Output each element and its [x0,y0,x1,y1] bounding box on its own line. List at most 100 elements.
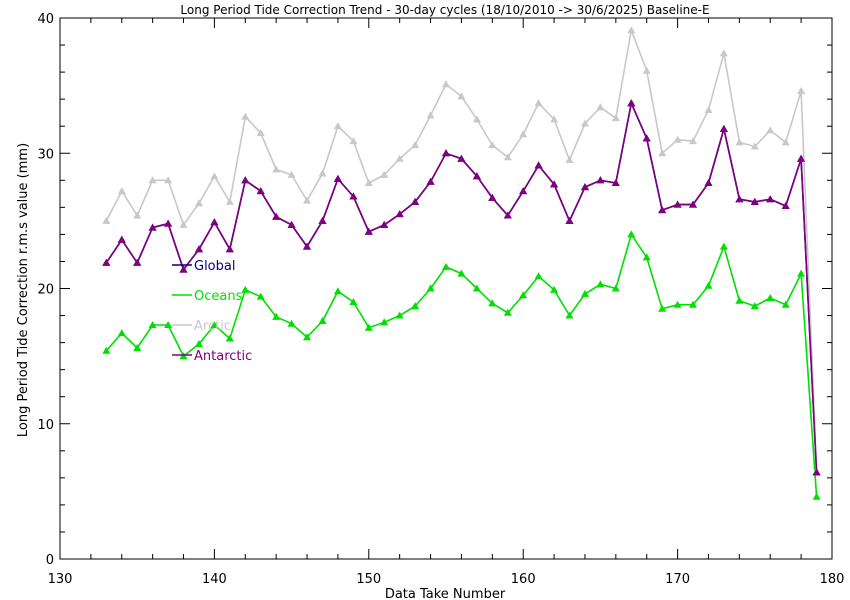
data-point-antarctic [565,216,574,224]
data-point-arctic [442,80,450,88]
data-point-antarctic [704,179,713,186]
x-axis-label: Data Take Number [385,587,506,600]
data-point-antarctic [256,187,265,195]
x-tick-label: 180 [820,572,845,587]
data-point-oceans [581,289,589,297]
y-tick-label: 30 [37,147,54,162]
data-point-oceans [225,334,234,342]
legend-entry-oceans: Oceans [194,289,243,304]
data-point-oceans [210,321,219,328]
data-point-arctic [380,170,389,178]
data-point-oceans [256,292,265,300]
data-point-arctic [333,122,342,130]
data-point-arctic [689,137,697,145]
data-point-oceans [658,304,667,312]
data-point-oceans [102,346,111,354]
data-point-arctic [195,199,203,207]
data-point-arctic [411,141,420,149]
data-point-arctic [550,115,559,123]
axis-ticks: 130 140 150 160 170 180 0 10 20 30 40 [37,12,844,587]
data-point-antarctic [117,235,126,243]
data-point-oceans [565,311,574,319]
data-point-arctic [797,87,806,94]
data-point-antarctic [689,200,697,208]
data-point-antarctic [534,161,543,169]
data-point-oceans [349,298,358,305]
data-point-arctic [164,176,173,184]
data-point-arctic [658,149,667,157]
y-tick-label: 0 [46,553,54,568]
series-oceans [102,230,821,500]
data-point-oceans [519,291,528,299]
data-point-antarctic [442,149,450,157]
data-point-arctic [133,211,142,219]
data-point-arctic [148,176,157,184]
x-tick-label: 160 [511,572,536,587]
data-point-arctic [117,187,126,195]
data-point-antarctic [472,172,481,180]
data-point-arctic [256,129,265,136]
data-point-antarctic [581,183,589,191]
data-point-antarctic [395,210,404,218]
data-point-oceans [766,294,775,301]
data-point-oceans [333,287,342,295]
data-point-arctic [225,197,234,205]
data-point-arctic [519,130,528,138]
data-point-arctic [503,153,512,161]
data-point-oceans [550,285,559,293]
data-point-oceans [812,492,821,500]
plot-frame [59,17,833,560]
data-point-oceans [750,302,759,310]
data-point-antarctic [642,134,651,142]
data-point-antarctic [241,176,250,184]
data-point-arctic [364,179,373,186]
data-point-oceans [534,272,543,280]
data-point-arctic [272,165,281,173]
data-point-oceans [395,311,404,319]
data-point-oceans [164,321,173,328]
data-point-arctic [704,106,713,113]
data-point-antarctic [333,174,342,182]
data-point-antarctic [596,176,605,184]
data-point-oceans [195,340,203,347]
data-point-oceans [642,253,651,261]
data-point-arctic [472,115,481,123]
data-point-arctic [627,26,636,34]
data-point-arctic [102,216,111,224]
data-point-antarctic [781,202,790,209]
data-point-antarctic [611,179,620,186]
data-point-antarctic [272,212,281,220]
data-point-antarctic [102,258,111,266]
data-point-arctic [581,119,589,127]
data-point-antarctic [627,99,636,107]
data-point-oceans [735,296,744,304]
data-point-arctic [349,137,358,145]
data-point-arctic [735,138,744,146]
data-point-antarctic [349,192,358,200]
data-point-arctic [596,103,605,111]
data-point-oceans [719,242,728,250]
data-point-oceans [781,300,790,308]
data-point-antarctic [658,206,667,214]
data-point-oceans [287,319,296,327]
data-point-antarctic [519,187,528,195]
data-point-oceans [380,318,389,326]
data-point-antarctic [735,195,744,203]
data-point-oceans [303,333,311,341]
data-point-arctic [673,135,682,143]
y-tick-label: 10 [37,418,54,433]
x-tick-label: 130 [48,572,73,587]
data-point-oceans [442,262,450,270]
data-point-antarctic [164,219,173,227]
data-point-arctic [457,92,466,100]
legend-entry-arctic: Arctic [194,319,231,334]
data-point-antarctic [303,242,311,250]
data-point-arctic [241,112,250,120]
data-point-antarctic [380,220,389,228]
data-point-arctic [766,126,775,134]
data-point-antarctic [133,258,142,266]
data-point-antarctic [426,177,435,185]
data-point-antarctic [488,193,497,201]
data-point-oceans [117,329,126,337]
legend: Global Oceans Arctic Antarctic [172,259,252,364]
